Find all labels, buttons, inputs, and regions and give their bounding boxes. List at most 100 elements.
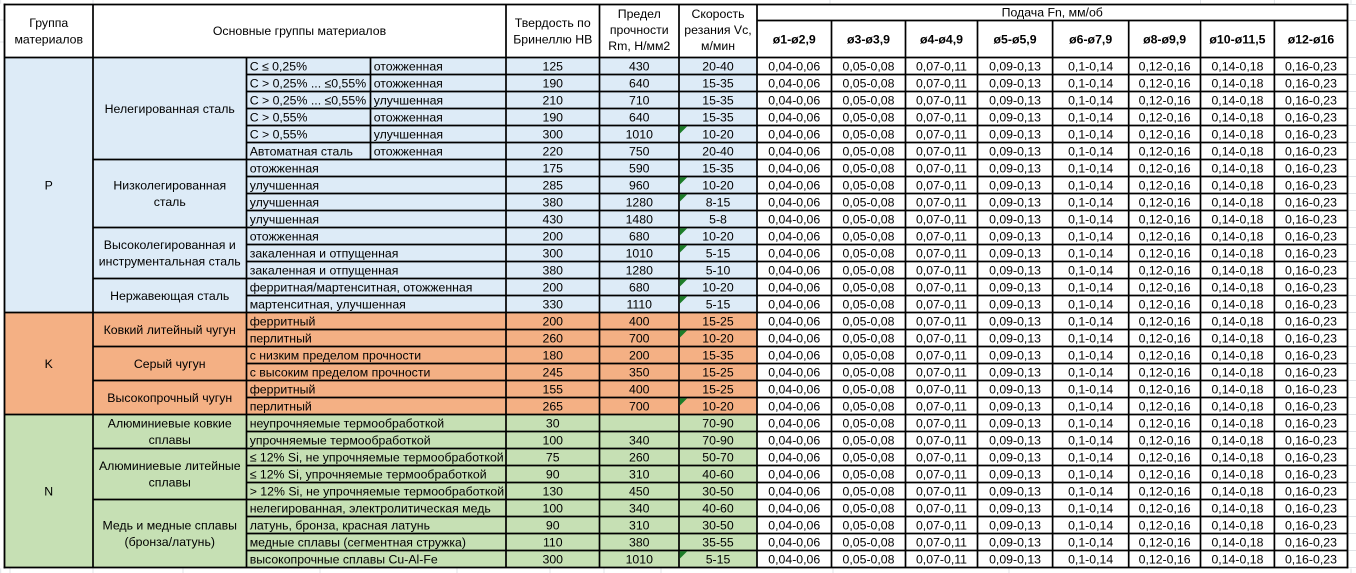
- svg-text:200: 200: [629, 349, 650, 363]
- svg-text:75: 75: [546, 451, 560, 465]
- svg-text:0,12-0,16: 0,12-0,16: [1139, 383, 1191, 397]
- svg-text:0,1-0,14: 0,1-0,14: [1068, 281, 1113, 295]
- svg-text:0,1-0,14: 0,1-0,14: [1068, 230, 1113, 244]
- svg-text:5-8: 5-8: [709, 213, 727, 227]
- svg-text:Группа: Группа: [29, 16, 68, 30]
- svg-text:0,14-0,18: 0,14-0,18: [1211, 298, 1263, 312]
- svg-text:10-20: 10-20: [702, 332, 734, 346]
- svg-text:0,07-0,11: 0,07-0,11: [916, 281, 967, 295]
- svg-text:0,07-0,11: 0,07-0,11: [916, 196, 967, 210]
- svg-text:0,07-0,11: 0,07-0,11: [916, 451, 967, 465]
- svg-text:0,07-0,11: 0,07-0,11: [916, 332, 967, 346]
- svg-text:Ковкий литейный чугун: Ковкий литейный чугун: [104, 323, 236, 337]
- svg-text:0,04-0,06: 0,04-0,06: [768, 519, 820, 533]
- svg-text:Подача Fn, мм/об: Подача Fn, мм/об: [1002, 6, 1103, 20]
- svg-text:Бринеллю НВ: Бринеллю НВ: [513, 32, 592, 46]
- svg-text:130: 130: [542, 485, 563, 499]
- svg-text:0,04-0,06: 0,04-0,06: [768, 417, 820, 431]
- svg-text:Алюминиевые литейные: Алюминиевые литейные: [99, 459, 241, 473]
- svg-text:0,12-0,16: 0,12-0,16: [1139, 281, 1191, 295]
- svg-text:180: 180: [542, 349, 563, 363]
- svg-text:Нержавеющая сталь: Нержавеющая сталь: [110, 289, 229, 303]
- svg-text:0,05-0,08: 0,05-0,08: [843, 298, 895, 312]
- svg-text:50-70: 50-70: [702, 451, 734, 465]
- svg-text:0,04-0,06: 0,04-0,06: [768, 179, 820, 193]
- svg-text:0,14-0,18: 0,14-0,18: [1211, 230, 1263, 244]
- svg-text:340: 340: [629, 502, 650, 516]
- svg-text:улучшенная: улучшенная: [250, 196, 319, 210]
- svg-text:0,05-0,08: 0,05-0,08: [843, 366, 895, 380]
- svg-text:1480: 1480: [626, 213, 654, 227]
- svg-text:8-15: 8-15: [706, 196, 731, 210]
- svg-text:ø12-ø16: ø12-ø16: [1288, 32, 1335, 46]
- svg-text:0,16-0,23: 0,16-0,23: [1285, 383, 1337, 397]
- svg-text:0,16-0,23: 0,16-0,23: [1285, 264, 1337, 278]
- svg-text:0,14-0,18: 0,14-0,18: [1211, 383, 1263, 397]
- svg-text:0,05-0,08: 0,05-0,08: [843, 485, 895, 499]
- svg-text:медные сплавы (сегментная стру: медные сплавы (сегментная стружка): [250, 536, 466, 550]
- svg-text:1010: 1010: [626, 247, 654, 261]
- svg-text:отожженная: отожженная: [250, 162, 319, 176]
- svg-text:1010: 1010: [626, 128, 654, 142]
- svg-text:300: 300: [542, 247, 563, 261]
- svg-text:0,16-0,23: 0,16-0,23: [1285, 485, 1337, 499]
- svg-text:1280: 1280: [626, 264, 654, 278]
- svg-text:0,07-0,11: 0,07-0,11: [916, 60, 967, 74]
- svg-text:Высоколегированная и: Высоколегированная и: [104, 238, 236, 252]
- svg-text:0,12-0,16: 0,12-0,16: [1139, 60, 1191, 74]
- svg-text:0,05-0,08: 0,05-0,08: [843, 145, 895, 159]
- svg-text:0,04-0,06: 0,04-0,06: [768, 366, 820, 380]
- svg-text:0,09-0,13: 0,09-0,13: [989, 213, 1041, 227]
- svg-text:0,16-0,23: 0,16-0,23: [1285, 128, 1337, 142]
- svg-text:0,05-0,08: 0,05-0,08: [843, 468, 895, 482]
- svg-text:N: N: [44, 485, 53, 499]
- svg-text:Серый чугун: Серый чугун: [134, 357, 206, 371]
- svg-text:0,12-0,16: 0,12-0,16: [1139, 111, 1191, 125]
- svg-text:0,07-0,11: 0,07-0,11: [916, 519, 967, 533]
- svg-text:0,09-0,13: 0,09-0,13: [989, 502, 1041, 516]
- svg-text:0,04-0,06: 0,04-0,06: [768, 145, 820, 159]
- svg-text:100: 100: [542, 502, 563, 516]
- svg-text:0,16-0,23: 0,16-0,23: [1285, 553, 1337, 567]
- svg-text:0,12-0,16: 0,12-0,16: [1139, 502, 1191, 516]
- svg-text:0,04-0,06: 0,04-0,06: [768, 451, 820, 465]
- svg-text:0,07-0,11: 0,07-0,11: [916, 264, 967, 278]
- svg-text:0,05-0,08: 0,05-0,08: [843, 77, 895, 91]
- svg-text:10-20: 10-20: [702, 128, 734, 142]
- svg-text:отожженная: отожженная: [374, 145, 443, 159]
- svg-text:0,04-0,06: 0,04-0,06: [768, 162, 820, 176]
- svg-text:310: 310: [629, 468, 650, 482]
- svg-text:0,04-0,06: 0,04-0,06: [768, 60, 820, 74]
- svg-text:резания Vc,: резания Vc,: [684, 23, 751, 37]
- svg-text:0,12-0,16: 0,12-0,16: [1139, 485, 1191, 499]
- svg-text:0,16-0,23: 0,16-0,23: [1285, 77, 1337, 91]
- svg-text:310: 310: [629, 519, 650, 533]
- svg-text:0,04-0,06: 0,04-0,06: [768, 553, 820, 567]
- svg-text:0,16-0,23: 0,16-0,23: [1285, 111, 1337, 125]
- svg-text:0,12-0,16: 0,12-0,16: [1139, 145, 1191, 159]
- svg-text:20-40: 20-40: [702, 145, 734, 159]
- svg-text:0,12-0,16: 0,12-0,16: [1139, 247, 1191, 261]
- svg-text:0,14-0,18: 0,14-0,18: [1211, 162, 1263, 176]
- svg-text:0,09-0,13: 0,09-0,13: [989, 145, 1041, 159]
- svg-text:0,1-0,14: 0,1-0,14: [1068, 77, 1113, 91]
- svg-text:C > 0,25% ... ≤0,55%: C > 0,25% ... ≤0,55%: [250, 94, 367, 108]
- svg-text:0,14-0,18: 0,14-0,18: [1211, 502, 1263, 516]
- svg-text:0,16-0,23: 0,16-0,23: [1285, 468, 1337, 482]
- svg-text:0,12-0,16: 0,12-0,16: [1139, 349, 1191, 363]
- svg-text:0,09-0,13: 0,09-0,13: [989, 264, 1041, 278]
- svg-text:15-25: 15-25: [702, 383, 734, 397]
- svg-text:0,12-0,16: 0,12-0,16: [1139, 417, 1191, 431]
- svg-text:0,09-0,13: 0,09-0,13: [989, 468, 1041, 482]
- svg-text:300: 300: [542, 553, 563, 567]
- svg-text:ø10-ø11,5: ø10-ø11,5: [1209, 32, 1265, 46]
- svg-text:0,14-0,18: 0,14-0,18: [1211, 213, 1263, 227]
- svg-text:5-15: 5-15: [706, 298, 731, 312]
- svg-text:0,14-0,18: 0,14-0,18: [1211, 196, 1263, 210]
- svg-text:0,09-0,13: 0,09-0,13: [989, 519, 1041, 533]
- svg-text:0,05-0,08: 0,05-0,08: [843, 60, 895, 74]
- svg-text:0,14-0,18: 0,14-0,18: [1211, 417, 1263, 431]
- svg-text:0,04-0,06: 0,04-0,06: [768, 468, 820, 482]
- svg-text:30-50: 30-50: [702, 485, 734, 499]
- svg-text:0,05-0,08: 0,05-0,08: [843, 553, 895, 567]
